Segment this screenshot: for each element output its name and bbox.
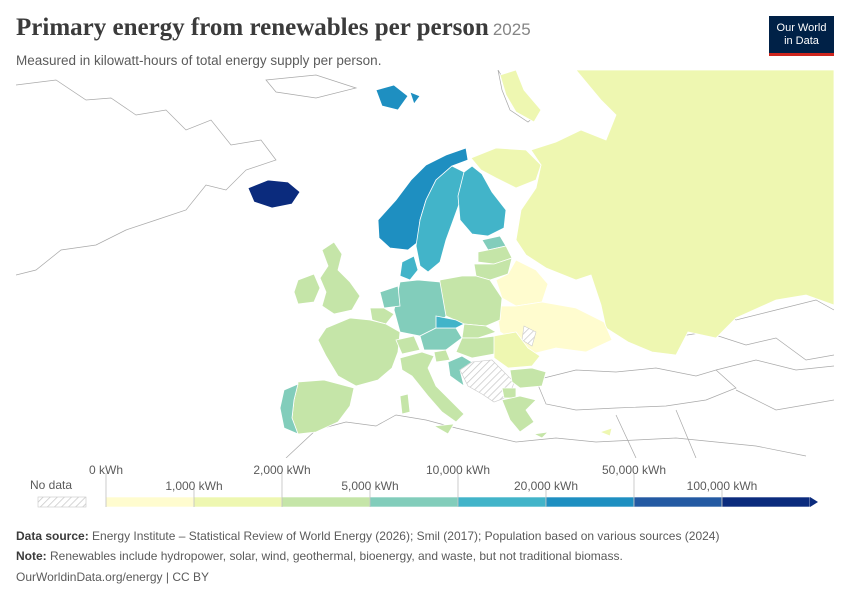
legend-bin-swatch [369, 496, 459, 508]
legend-bin-swatch [193, 496, 283, 508]
map-legend: No data 0 kWh 1,000 kWh 2,000 kWh 5,000 kWh… [30, 463, 818, 508]
region-russia-novaya-zemlya[interactable] [499, 70, 542, 123]
middle-east-outline [615, 389, 834, 458]
owid-logo[interactable]: Our World in Data [769, 16, 834, 56]
legend-bin-label: 10,000 kWh [426, 463, 490, 477]
footer-energy-link[interactable]: OurWorldinData.org/energy [16, 570, 163, 584]
legend-bin-label: 1,000 kWh [165, 479, 222, 493]
region-belarus[interactable] [495, 259, 549, 307]
footer-links: OurWorldinData.org/energy | CC BY [16, 570, 209, 584]
footer-license-sep: | [162, 570, 173, 584]
region-netherlands[interactable] [379, 285, 401, 309]
legend-bin-swatch [633, 496, 723, 508]
region-iceland[interactable] [247, 179, 301, 209]
chart-subtitle: Measured in kilowatt-hours of total ener… [16, 53, 382, 68]
region-sweden[interactable] [415, 165, 465, 273]
region-czechia[interactable] [435, 315, 465, 329]
legend-bin-label: 5,000 kWh [341, 479, 398, 493]
footer-source: Data source: Energy Institute – Statisti… [16, 529, 719, 543]
legend-bin-label: 20,000 kWh [514, 479, 578, 493]
region-hungary[interactable] [455, 335, 497, 359]
legend-bin-swatch [281, 496, 371, 508]
legend-no-data-swatch [37, 496, 87, 508]
turkey-outline [535, 367, 737, 411]
region-finland[interactable] [457, 165, 507, 237]
region-romania[interactable] [493, 331, 541, 369]
region-north-macedonia[interactable] [501, 387, 517, 399]
legend-bins: 0 kWh 1,000 kWh 2,000 kWh 5,000 kWh 10,000 k… [89, 463, 811, 508]
legend-bin-label: 2,000 kWh [253, 463, 310, 477]
region-spain[interactable] [291, 379, 355, 435]
chart-title-text: Primary energy from renewables per perso… [16, 14, 489, 41]
legend-bin-swatch [457, 496, 547, 508]
region-russia[interactable] [515, 70, 834, 356]
footer-license-link[interactable]: CC BY [172, 570, 209, 584]
region-denmark[interactable] [399, 255, 419, 281]
footer-note: Note: Renewables include hydropower, sol… [16, 549, 623, 563]
legend-no-data-label: No data [30, 478, 72, 492]
chart-year: 2025 [492, 20, 531, 39]
region-greece[interactable] [501, 395, 550, 439]
greenland-outline [16, 79, 277, 276]
footer-note-text: Renewables include hydropower, solar, wi… [50, 549, 623, 563]
region-cyprus[interactable] [598, 427, 613, 437]
region-moldova-no-data[interactable] [521, 325, 537, 347]
region-bulgaria[interactable] [509, 367, 547, 389]
region-uk[interactable] [319, 241, 361, 315]
legend-bin-swatch [721, 496, 811, 508]
region-italy[interactable] [399, 351, 465, 423]
region-italy-sicily[interactable] [432, 423, 455, 435]
legend-bin-label: 0 kWh [89, 463, 123, 477]
logo-line-2: in Data [784, 34, 819, 47]
legend-bin-swatch [105, 496, 195, 508]
choropleth-map[interactable] [16, 70, 834, 458]
legend-bin-swatch [545, 496, 635, 508]
footer-source-text: Energy Institute – Statistical Review of… [92, 529, 720, 543]
region-belgium[interactable] [369, 307, 395, 325]
legend-bin-label: 100,000 kWh [687, 479, 758, 493]
logo-line-1: Our World [776, 21, 827, 34]
region-slovenia[interactable] [433, 349, 451, 363]
region-ireland[interactable] [293, 273, 321, 305]
footer-note-label: Note: [16, 549, 47, 563]
region-slovakia[interactable] [461, 323, 497, 339]
region-switzerland[interactable] [395, 335, 421, 355]
chart-title: Primary energy from renewables per perso… [16, 14, 531, 42]
arctic-islands-outline [265, 74, 358, 99]
region-france[interactable] [317, 317, 401, 387]
legend-bin-label: 50,000 kWh [602, 463, 666, 477]
region-italy-sardinia[interactable] [399, 393, 411, 415]
region-svalbard[interactable] [375, 84, 421, 111]
region-portugal[interactable] [279, 383, 299, 435]
footer-source-label: Data source: [16, 529, 89, 543]
legend-arrow [810, 497, 818, 507]
north-africa-outline [285, 414, 807, 458]
region-russia-kola[interactable] [470, 147, 542, 189]
